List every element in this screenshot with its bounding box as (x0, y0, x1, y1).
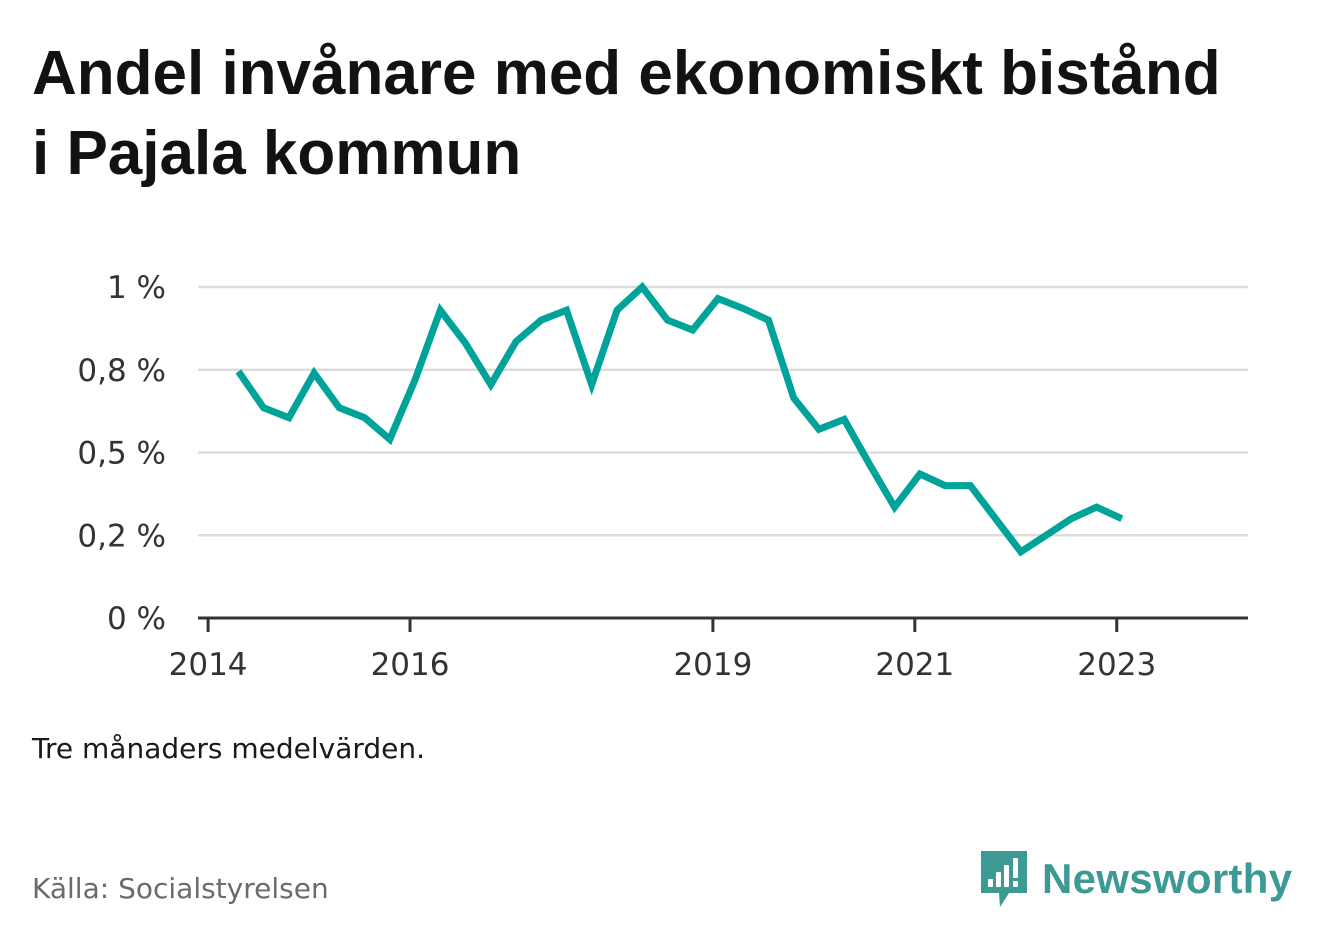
x-axis-tick-labels: 2014 2016 2019 2021 2023 (169, 647, 1157, 683)
y-tick-label: 0,8 % (77, 353, 166, 389)
x-tick-label: 2023 (1077, 647, 1156, 683)
chart-title: Andel invånare med ekonomiskt bistånd i … (32, 39, 1221, 188)
y-tick-label: 1 % (107, 270, 166, 306)
brand-name: Newsworthy (1042, 855, 1293, 902)
series-layer (235, 281, 1124, 557)
source-text: Källa: Socialstyrelsen (32, 872, 329, 905)
brand-logo: Newsworthy (978, 848, 1292, 910)
bar-chart-speech-bubble-icon (981, 851, 1027, 907)
y-tick-label: 0,5 % (77, 436, 166, 472)
y-axis-tick-labels: 0 % 0,2 % 0,5 % 0,8 % 1 % (77, 270, 166, 637)
x-tick-label: 2019 (673, 647, 752, 683)
series-line (235, 281, 1124, 557)
chart-note: Tre månaders medelvärden. (32, 732, 426, 765)
x-tick-label: 2016 (371, 647, 450, 683)
x-tick-label: 2021 (875, 647, 954, 683)
y-tick-label: 0 % (107, 601, 166, 637)
gridlines (198, 285, 1248, 537)
x-tick-label: 2014 (169, 647, 248, 683)
x-axis (198, 616, 1248, 632)
y-tick-label: 0,2 % (77, 518, 166, 554)
